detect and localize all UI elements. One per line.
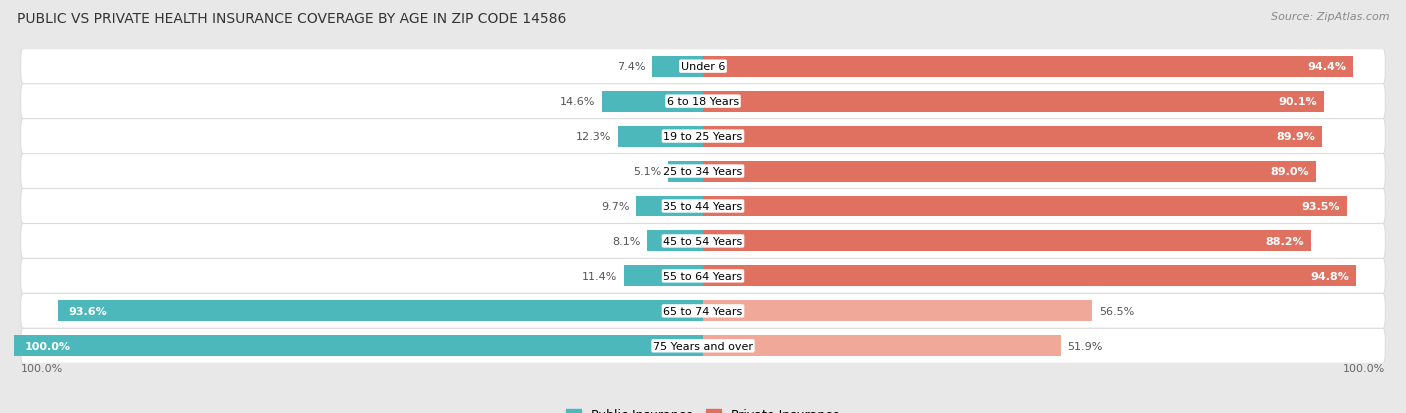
Bar — [652, 57, 703, 78]
Text: 89.9%: 89.9% — [1277, 132, 1316, 142]
FancyBboxPatch shape — [21, 294, 1385, 329]
Text: 75 Years and over: 75 Years and over — [652, 341, 754, 351]
Bar — [624, 266, 703, 287]
Text: 100.0%: 100.0% — [24, 341, 70, 351]
Text: 19 to 25 Years: 19 to 25 Years — [664, 132, 742, 142]
Text: 65 to 74 Years: 65 to 74 Years — [664, 306, 742, 316]
Text: 6 to 18 Years: 6 to 18 Years — [666, 97, 740, 107]
FancyBboxPatch shape — [21, 329, 1385, 363]
Bar — [703, 196, 1347, 217]
Text: 25 to 34 Years: 25 to 34 Years — [664, 166, 742, 177]
Text: 100.0%: 100.0% — [1343, 363, 1385, 373]
Bar — [619, 126, 703, 147]
Text: 94.4%: 94.4% — [1308, 62, 1347, 72]
Bar — [703, 126, 1323, 147]
FancyBboxPatch shape — [21, 259, 1385, 294]
Bar — [703, 57, 1354, 78]
Bar — [14, 335, 703, 356]
Text: 51.9%: 51.9% — [1067, 341, 1102, 351]
Text: 8.1%: 8.1% — [612, 236, 640, 247]
FancyBboxPatch shape — [21, 224, 1385, 259]
Bar — [703, 266, 1357, 287]
Text: 56.5%: 56.5% — [1099, 306, 1135, 316]
Text: 90.1%: 90.1% — [1278, 97, 1317, 107]
Text: 14.6%: 14.6% — [560, 97, 596, 107]
Text: 88.2%: 88.2% — [1265, 236, 1303, 247]
Text: 5.1%: 5.1% — [633, 166, 661, 177]
Bar — [703, 335, 1060, 356]
Text: 12.3%: 12.3% — [576, 132, 612, 142]
Text: 7.4%: 7.4% — [617, 62, 645, 72]
Text: 93.5%: 93.5% — [1302, 202, 1340, 211]
Text: 9.7%: 9.7% — [600, 202, 630, 211]
Text: 45 to 54 Years: 45 to 54 Years — [664, 236, 742, 247]
FancyBboxPatch shape — [21, 154, 1385, 189]
Text: 55 to 64 Years: 55 to 64 Years — [664, 271, 742, 281]
FancyBboxPatch shape — [21, 119, 1385, 154]
Bar — [668, 161, 703, 182]
Bar — [636, 196, 703, 217]
Text: Under 6: Under 6 — [681, 62, 725, 72]
Bar — [703, 91, 1323, 112]
FancyBboxPatch shape — [21, 84, 1385, 119]
Text: 100.0%: 100.0% — [21, 363, 63, 373]
Bar — [703, 301, 1092, 322]
FancyBboxPatch shape — [21, 189, 1385, 224]
Text: 11.4%: 11.4% — [582, 271, 617, 281]
Text: 94.8%: 94.8% — [1310, 271, 1350, 281]
Text: Source: ZipAtlas.com: Source: ZipAtlas.com — [1271, 12, 1389, 22]
Text: 93.6%: 93.6% — [69, 306, 107, 316]
Bar — [703, 231, 1310, 252]
Text: 89.0%: 89.0% — [1271, 166, 1309, 177]
Bar — [647, 231, 703, 252]
Bar — [703, 161, 1316, 182]
FancyBboxPatch shape — [21, 50, 1385, 84]
Legend: Public Insurance, Private Insurance: Public Insurance, Private Insurance — [561, 404, 845, 413]
Text: 35 to 44 Years: 35 to 44 Years — [664, 202, 742, 211]
Text: PUBLIC VS PRIVATE HEALTH INSURANCE COVERAGE BY AGE IN ZIP CODE 14586: PUBLIC VS PRIVATE HEALTH INSURANCE COVER… — [17, 12, 567, 26]
Bar — [602, 91, 703, 112]
Bar — [58, 301, 703, 322]
